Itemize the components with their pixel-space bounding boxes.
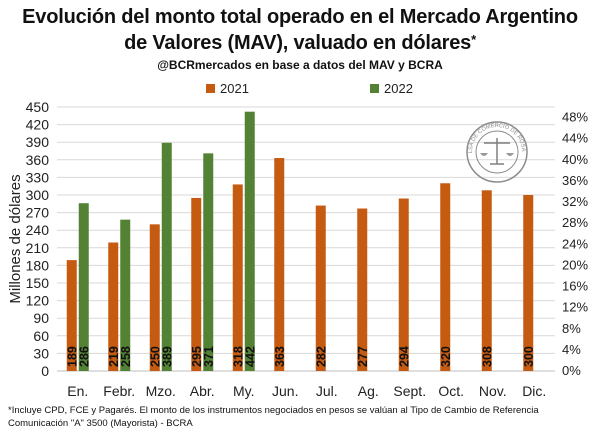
bar-2021-abr bbox=[191, 197, 202, 371]
seal-scale-pans bbox=[480, 153, 514, 156]
bar-2022-en bbox=[78, 203, 89, 371]
y-tick-label: 360 bbox=[26, 152, 50, 168]
bar-2021-oct bbox=[440, 183, 451, 371]
bar-2022-my bbox=[244, 111, 255, 372]
bar-2022-febr bbox=[120, 219, 131, 371]
y-tick-label: 300 bbox=[26, 187, 50, 203]
legend-swatch-2021 bbox=[206, 84, 215, 93]
y-tick-label: 210 bbox=[26, 240, 50, 256]
y-tick-label: 450 bbox=[26, 99, 50, 115]
x-tick-label: My. bbox=[233, 383, 255, 399]
bar-2021-dic bbox=[523, 195, 534, 371]
bar-data-label: 286 bbox=[77, 346, 91, 367]
y-tick-label: 60 bbox=[33, 328, 49, 344]
footnote-line1: *Incluye CPD, FCE y Pagarés. El monto de… bbox=[8, 405, 539, 416]
bar-data-label: 295 bbox=[190, 346, 204, 367]
bar-data-label: 258 bbox=[119, 346, 133, 367]
bar-data-label: 371 bbox=[202, 346, 216, 367]
y-tick-label: 180 bbox=[26, 257, 50, 273]
bar-data-label: 320 bbox=[439, 346, 453, 367]
chart-title-line1: Evolución del monto total operado en el … bbox=[22, 6, 578, 28]
bar-2021-sept bbox=[398, 198, 409, 371]
y2-tick-label: 24% bbox=[562, 236, 588, 251]
bar-2022-abr bbox=[203, 153, 214, 371]
legend-label-2021: 2021 bbox=[220, 81, 249, 96]
legend-swatch-2022 bbox=[370, 84, 379, 93]
x-tick-label: Mzo. bbox=[146, 383, 176, 399]
y-tick-label: 30 bbox=[33, 345, 49, 361]
y-tick-label: 420 bbox=[26, 117, 50, 133]
y-tick-label: 90 bbox=[33, 310, 49, 326]
bar-2021-nov bbox=[481, 190, 492, 371]
y2-tick-label: 40% bbox=[562, 152, 588, 167]
y2-tick-label: 44% bbox=[562, 131, 588, 146]
y2-tick-label: 36% bbox=[562, 173, 588, 188]
bar-data-label: 219 bbox=[107, 346, 121, 367]
y-tick-label: 390 bbox=[26, 134, 50, 150]
legend-label-2022: 2022 bbox=[384, 81, 413, 96]
bar-data-label: 294 bbox=[397, 346, 411, 367]
y-tick-label: 330 bbox=[26, 169, 50, 185]
y-tick-label: 240 bbox=[26, 222, 50, 238]
x-tick-label: Jun. bbox=[272, 383, 298, 399]
y-tick-label: 120 bbox=[26, 293, 50, 309]
bar-2021-en bbox=[66, 260, 77, 371]
bar-data-label: 318 bbox=[231, 346, 245, 367]
x-tick-label: Sept. bbox=[393, 383, 426, 399]
y-tick-label: 270 bbox=[26, 205, 50, 221]
bar-2021-jul bbox=[315, 205, 326, 371]
y2-tick-label: 48% bbox=[562, 110, 588, 125]
x-tick-label: Jul. bbox=[316, 383, 338, 399]
bar-data-label: 300 bbox=[522, 346, 536, 367]
y2-tick-label: 28% bbox=[562, 215, 588, 230]
footnote-line2: Comunicación "A" 3500 (Mayorista) - BCRA bbox=[8, 418, 193, 429]
bar-2021-mzo bbox=[149, 224, 160, 371]
x-tick-label: Oct. bbox=[438, 383, 464, 399]
y-tick-label: 0 bbox=[41, 363, 49, 379]
y2-tick-label: 16% bbox=[562, 279, 588, 294]
seal-outer-ring bbox=[466, 121, 528, 183]
bar-data-label: 189 bbox=[65, 346, 79, 367]
bar-data-label: 250 bbox=[148, 346, 162, 367]
title-footnote-marker: * bbox=[471, 32, 476, 47]
chart-subtitle: @BCRmercados en base a datos del MAV y B… bbox=[157, 58, 443, 72]
bar-2021-my bbox=[232, 184, 243, 371]
bar-data-label: 282 bbox=[314, 346, 328, 367]
x-tick-label: Ag. bbox=[358, 383, 379, 399]
x-tick-label: Febr. bbox=[103, 383, 135, 399]
chart-title-line2-text: de Valores (MAV), valuado en dólares bbox=[124, 32, 472, 54]
seal-lettering: BOLSA DE COMERCIO DE ROSARIO bbox=[0, 0, 526, 153]
x-tick-label: Dic. bbox=[522, 383, 546, 399]
bar-2021-febr bbox=[108, 242, 119, 371]
bar-data-label: 277 bbox=[356, 346, 370, 367]
y2-tick-label: 20% bbox=[562, 257, 588, 272]
y2-tick-label: 4% bbox=[562, 342, 581, 357]
y2-tick-label: 0% bbox=[562, 363, 581, 378]
x-tick-label: Nov. bbox=[479, 383, 507, 399]
y2-tick-label: 12% bbox=[562, 300, 588, 315]
x-tick-label: En. bbox=[67, 383, 88, 399]
bar-2022-mzo bbox=[161, 142, 172, 371]
bar-data-label: 363 bbox=[273, 346, 287, 367]
bar-data-label: 308 bbox=[480, 346, 494, 367]
seal-inner-ring bbox=[475, 130, 519, 174]
bar-data-label: 442 bbox=[243, 346, 257, 367]
bar-2021-jun bbox=[274, 158, 285, 371]
bar-data-label: 389 bbox=[160, 346, 174, 367]
chart-title-line2: de Valores (MAV), valuado en dólares* bbox=[0, 32, 600, 55]
y-tick-label: 150 bbox=[26, 275, 50, 291]
y2-tick-label: 32% bbox=[562, 194, 588, 209]
bar-2021-ag bbox=[357, 208, 368, 371]
y2-tick-label: 8% bbox=[562, 321, 581, 336]
y-axis-title: Millones de dólares bbox=[7, 174, 24, 303]
x-tick-label: Abr. bbox=[190, 383, 215, 399]
